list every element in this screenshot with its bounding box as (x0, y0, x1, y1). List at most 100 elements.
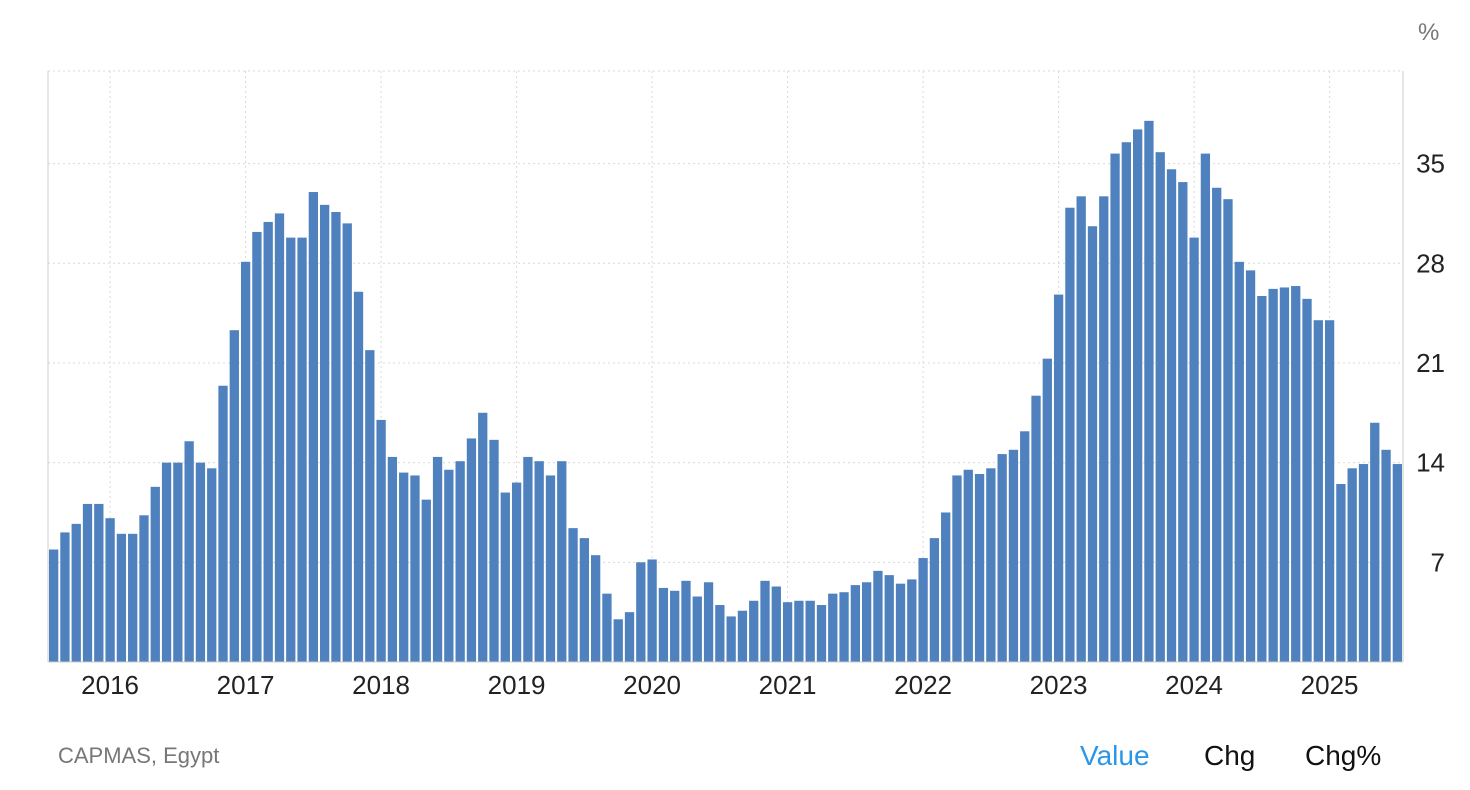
bar (1189, 237, 1199, 663)
bar (1008, 449, 1019, 662)
bar (365, 350, 375, 662)
x-tick-label: 2017 (217, 670, 275, 700)
bar (399, 472, 409, 662)
bar (907, 579, 917, 662)
bar (320, 204, 330, 663)
bar (466, 438, 477, 662)
bar (342, 223, 352, 663)
bar (1257, 296, 1267, 662)
bar (444, 469, 454, 662)
tab-chg-percent[interactable]: Chg% (1305, 740, 1382, 771)
x-tick-label: 2023 (1030, 670, 1088, 700)
bar (929, 538, 940, 662)
bar (647, 559, 657, 662)
bar (681, 580, 691, 662)
bar (884, 575, 894, 662)
bar (760, 580, 770, 662)
bar (1291, 286, 1301, 662)
bar (286, 237, 296, 663)
bar (1313, 320, 1323, 662)
bar (997, 454, 1007, 662)
bar (489, 439, 499, 662)
x-axis-ticks: 2016 2017 2018 2019 2020 2021 2022 2023 2024 2025 (81, 670, 1358, 700)
bar (218, 385, 228, 662)
bar (1031, 395, 1041, 662)
bar (1144, 120, 1154, 662)
bar (173, 462, 183, 662)
bar (918, 558, 928, 662)
bar (579, 538, 589, 662)
bar (534, 461, 544, 662)
bar (1076, 196, 1086, 662)
bar (1020, 431, 1030, 662)
bar (1200, 153, 1211, 662)
bar (963, 469, 973, 662)
bar (252, 231, 262, 662)
bar (602, 593, 612, 662)
unit-label: % (1418, 19, 1439, 46)
bars (49, 120, 1402, 663)
axes (47, 71, 1404, 663)
bar (557, 461, 567, 662)
bar (1347, 468, 1357, 662)
bar (1279, 287, 1290, 662)
bar (82, 503, 93, 662)
bar (376, 419, 386, 662)
x-tick-label: 2022 (894, 670, 952, 700)
bar (184, 441, 194, 662)
bar (229, 330, 239, 662)
bar (737, 610, 748, 662)
bar (139, 515, 149, 662)
bar (274, 213, 285, 662)
bar (1110, 153, 1120, 662)
x-tick-label: 2019 (488, 670, 546, 700)
bar (952, 475, 962, 662)
tab-chg[interactable]: Chg (1204, 740, 1256, 771)
bar (1042, 358, 1052, 662)
x-tick-label: 2024 (1165, 670, 1223, 700)
bar (986, 468, 996, 662)
bar (850, 585, 860, 662)
x-tick-label: 2020 (623, 670, 681, 700)
bar (207, 468, 217, 662)
bar (670, 590, 680, 662)
bar (150, 486, 160, 662)
bar (523, 456, 533, 662)
bar (613, 619, 623, 662)
y-axis-ticks: 7 14 21 28 35 (1416, 149, 1445, 578)
bar (1392, 464, 1402, 662)
bar (771, 586, 781, 662)
bar (353, 291, 364, 662)
tab-value[interactable]: Value (1080, 740, 1150, 771)
x-tick-label: 2025 (1301, 670, 1359, 700)
bar (794, 600, 804, 662)
bar (455, 461, 465, 662)
bar (421, 499, 431, 662)
bar (500, 492, 510, 662)
bar (1087, 226, 1098, 662)
y-tick-label: 28 (1416, 248, 1445, 278)
bar (263, 221, 273, 662)
bar (432, 456, 443, 662)
bar (873, 570, 883, 662)
bar (1336, 483, 1346, 662)
bar (195, 462, 206, 662)
bar (1302, 298, 1312, 662)
view-tabs: Value Chg Chg% (1060, 740, 1460, 780)
bar (974, 474, 985, 662)
bar (161, 462, 172, 662)
bar (895, 583, 906, 662)
bar (1121, 142, 1131, 662)
bar (1065, 207, 1075, 662)
bar (839, 592, 849, 662)
bar (105, 518, 115, 662)
bar (1155, 152, 1165, 662)
bar (636, 562, 646, 662)
bar (1099, 196, 1109, 662)
bar (715, 605, 725, 662)
bar (511, 482, 522, 662)
bar (1053, 294, 1064, 662)
bar (116, 533, 127, 662)
y-tick-label: 21 (1416, 348, 1445, 378)
